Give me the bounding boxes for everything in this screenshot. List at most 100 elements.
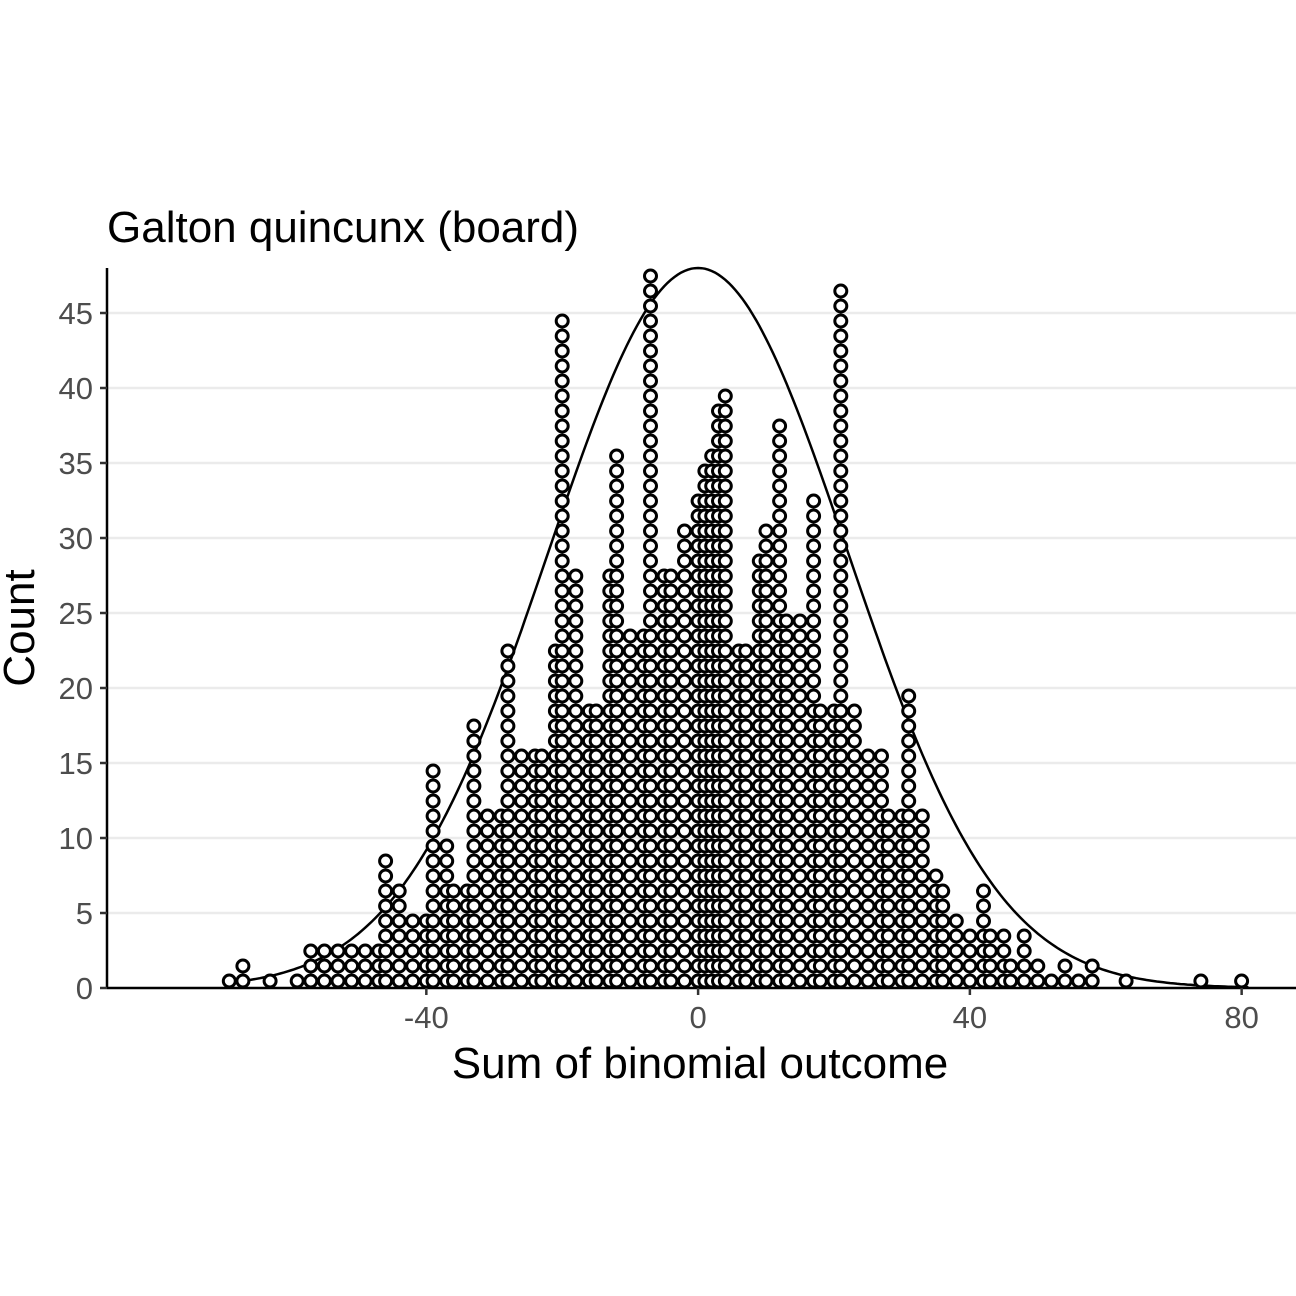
data-dot	[588, 973, 604, 989]
data-dot	[221, 973, 237, 989]
data-dot	[717, 718, 733, 734]
data-dot	[677, 688, 692, 704]
data-dot	[622, 673, 638, 689]
data-dot	[935, 958, 951, 974]
data-dot	[663, 853, 679, 869]
data-dot	[500, 868, 516, 884]
data-dot	[514, 868, 529, 884]
data-dot	[663, 628, 679, 644]
data-dot	[860, 898, 876, 914]
data-dot	[901, 763, 917, 779]
data-dot	[568, 973, 584, 989]
data-dot	[758, 853, 774, 869]
data-dot	[643, 358, 658, 374]
data-dot	[609, 463, 625, 479]
data-dot	[425, 868, 441, 884]
data-dot	[812, 868, 828, 884]
data-dot	[677, 523, 692, 539]
data-dot	[643, 688, 658, 704]
data-dot	[935, 913, 951, 929]
y-tick-label: 35	[59, 446, 93, 481]
data-dot	[833, 778, 849, 794]
data-dot	[962, 973, 978, 989]
data-dot	[480, 958, 495, 974]
data-dot	[914, 823, 930, 839]
data-dot	[717, 448, 733, 464]
data-dot	[738, 673, 754, 689]
data-dot	[554, 808, 570, 824]
data-dot	[534, 958, 550, 974]
data-dot	[792, 883, 808, 899]
data-dot	[378, 883, 394, 899]
data-dot	[846, 898, 862, 914]
data-dot	[833, 388, 849, 404]
data-dot	[812, 898, 828, 914]
data-dot	[622, 688, 638, 704]
data-dot	[833, 613, 849, 629]
data-dot	[806, 613, 822, 629]
data-dot	[609, 898, 625, 914]
data-dot	[677, 658, 692, 674]
data-dot	[663, 898, 679, 914]
data-dot	[643, 823, 658, 839]
data-dot	[860, 973, 876, 989]
data-dot	[758, 778, 774, 794]
data-dot	[833, 958, 849, 974]
data-dot	[717, 598, 733, 614]
data-dot	[643, 343, 658, 359]
data-dot	[446, 898, 461, 914]
data-dot	[425, 808, 441, 824]
data-dot	[500, 778, 516, 794]
data-dot	[778, 613, 794, 629]
data-dot	[466, 838, 482, 854]
data-dot	[588, 853, 604, 869]
data-dot	[609, 823, 625, 839]
data-dot	[976, 898, 991, 914]
data-dot	[554, 463, 570, 479]
data-dot	[609, 748, 625, 764]
data-dot	[480, 808, 495, 824]
data-dot	[588, 793, 604, 809]
data-dot	[568, 598, 584, 614]
data-dot	[588, 808, 604, 824]
data-dot	[357, 973, 373, 989]
data-dot	[500, 928, 516, 944]
data-dot	[833, 853, 849, 869]
data-dot	[588, 958, 604, 974]
data-dot	[514, 808, 529, 824]
data-dot	[663, 883, 679, 899]
data-dot	[717, 823, 733, 839]
data-dot	[935, 928, 951, 944]
data-dot	[772, 598, 788, 614]
data-dot	[554, 613, 570, 629]
data-dot	[772, 583, 788, 599]
data-dot	[1016, 943, 1032, 959]
data-dot	[466, 943, 482, 959]
data-dot	[609, 703, 625, 719]
data-dot	[677, 718, 692, 734]
data-dot	[778, 778, 794, 794]
data-dot	[778, 628, 794, 644]
data-dot	[846, 883, 862, 899]
data-dot	[480, 928, 495, 944]
data-dot	[812, 748, 828, 764]
data-dot	[480, 943, 495, 959]
data-dot	[663, 913, 679, 929]
data-dot	[928, 868, 944, 884]
data-dot	[554, 568, 570, 584]
data-dot	[812, 883, 828, 899]
data-dot	[622, 853, 638, 869]
data-dot	[425, 853, 441, 869]
data-dot	[568, 763, 584, 779]
data-dot	[677, 943, 692, 959]
data-dot	[806, 508, 822, 524]
data-dot	[663, 718, 679, 734]
data-dot	[554, 913, 570, 929]
data-dot	[588, 928, 604, 944]
data-dot	[609, 763, 625, 779]
data-dot	[914, 973, 930, 989]
data-dot	[717, 958, 733, 974]
data-dot	[758, 793, 774, 809]
data-dot	[514, 898, 529, 914]
data-dot	[758, 643, 774, 659]
